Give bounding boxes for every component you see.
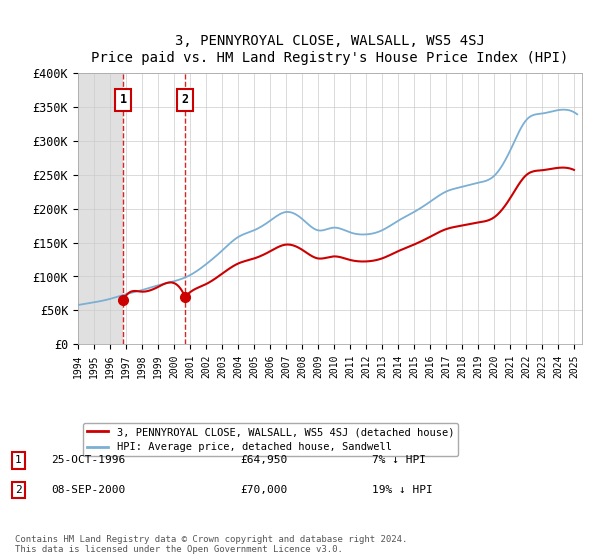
Text: 19% ↓ HPI: 19% ↓ HPI: [372, 485, 433, 495]
Title: 3, PENNYROYAL CLOSE, WALSALL, WS5 4SJ
Price paid vs. HM Land Registry's House Pr: 3, PENNYROYAL CLOSE, WALSALL, WS5 4SJ Pr…: [91, 35, 569, 65]
Text: £70,000: £70,000: [240, 485, 287, 495]
Text: Contains HM Land Registry data © Crown copyright and database right 2024.
This d: Contains HM Land Registry data © Crown c…: [15, 535, 407, 554]
Text: 1: 1: [119, 94, 127, 106]
Text: 25-OCT-1996: 25-OCT-1996: [51, 455, 125, 465]
Text: 2: 2: [15, 485, 22, 495]
Text: 7% ↓ HPI: 7% ↓ HPI: [372, 455, 426, 465]
Text: £64,950: £64,950: [240, 455, 287, 465]
Legend: 3, PENNYROYAL CLOSE, WALSALL, WS5 4SJ (detached house), HPI: Average price, deta: 3, PENNYROYAL CLOSE, WALSALL, WS5 4SJ (d…: [83, 423, 458, 456]
Text: 1: 1: [15, 455, 22, 465]
Text: 2: 2: [181, 94, 188, 106]
Bar: [78, 73, 123, 344]
Text: 08-SEP-2000: 08-SEP-2000: [51, 485, 125, 495]
